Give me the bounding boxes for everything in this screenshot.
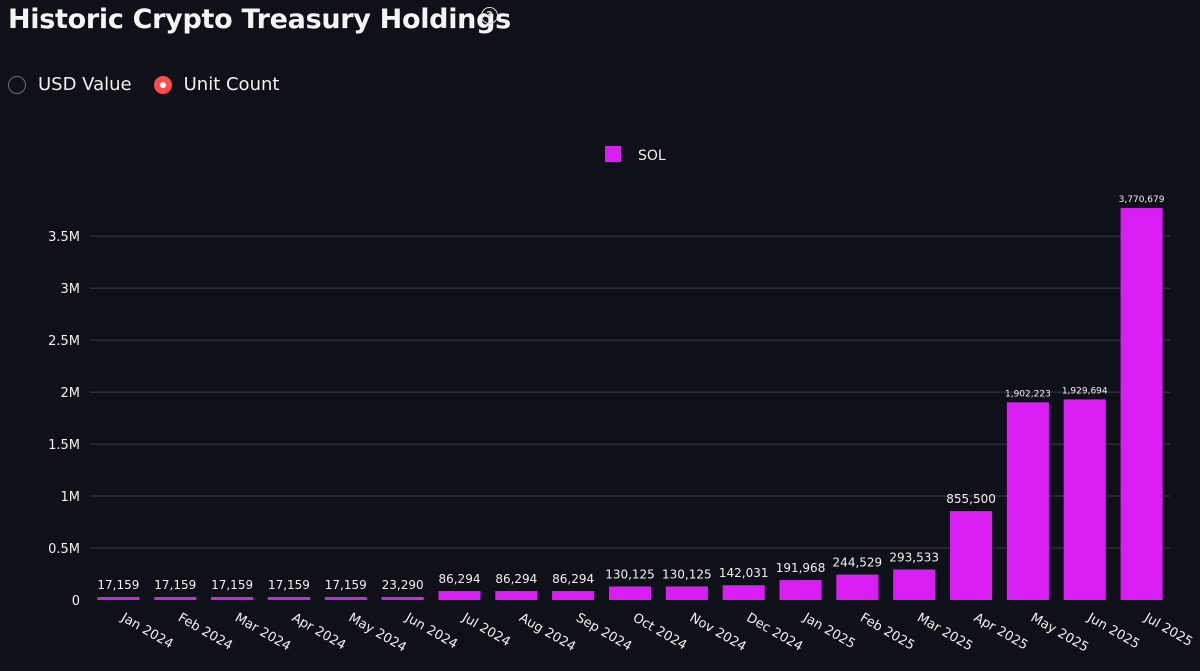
data-label: 17,159 (154, 578, 196, 592)
y-tick-label: 3.5M (48, 230, 80, 245)
bar-jul-2024 (438, 591, 481, 600)
data-label: 17,159 (325, 578, 367, 592)
bar-aug-2024 (495, 591, 538, 600)
data-label: 23,290 (382, 578, 424, 592)
page-title: Historic Crypto Treasury Holdings (8, 4, 511, 35)
x-tick-label: Jul 2024 (459, 610, 513, 650)
bar-jun-2024 (381, 597, 424, 600)
bar-nov-2024 (665, 586, 708, 600)
x-tick-label: Sep 2024 (573, 610, 634, 654)
bar-jan-2024 (97, 597, 140, 600)
x-tick-label: Jan 2025 (800, 610, 858, 652)
radio-label-unit-count: Unit Count (183, 74, 280, 95)
bar-jun-2025 (1063, 399, 1106, 600)
y-tick-label: 2M (61, 386, 81, 401)
data-label: 1,929,694 (1062, 386, 1108, 396)
data-label: 244,529 (833, 556, 883, 570)
x-tick-label: Jan 2024 (118, 610, 176, 652)
data-label: 130,125 (605, 567, 655, 581)
y-tick-label: 0.5M (48, 542, 80, 557)
x-tick-label: Feb 2024 (175, 610, 235, 653)
bar-sep-2024 (552, 591, 595, 600)
question-circle-icon[interactable]: ? (481, 7, 498, 24)
x-tick-label: Nov 2024 (687, 610, 749, 654)
data-label: 17,159 (97, 578, 139, 592)
bar-feb-2024 (154, 597, 197, 600)
x-tick-label: Mar 2025 (914, 610, 975, 654)
data-label: 3,770,679 (1119, 195, 1165, 205)
data-label: 191,968 (776, 561, 826, 575)
bar-jul-2025 (1120, 208, 1163, 600)
radio-button-usd-value[interactable] (8, 75, 26, 94)
bar-apr-2024 (267, 597, 310, 600)
radio-unit-count[interactable]: Unit Count (153, 74, 280, 95)
bar-feb-2025 (836, 574, 879, 600)
data-label: 130,125 (662, 567, 712, 581)
x-tick-label: Apr 2024 (289, 610, 348, 653)
bar-may-2024 (324, 597, 367, 600)
x-tick-label: May 2024 (346, 610, 409, 655)
data-label: 293,533 (889, 550, 939, 564)
radio-usd-value[interactable]: USD Value (8, 74, 132, 95)
bar-mar-2024 (211, 597, 254, 600)
x-tick-label: Dec 2024 (744, 610, 806, 654)
data-label: 855,500 (946, 492, 996, 506)
bar-jan-2025 (779, 580, 822, 600)
data-label: 17,159 (268, 578, 310, 592)
bar-mar-2025 (893, 569, 936, 600)
y-tick-label: 2.5M (48, 334, 80, 349)
x-tick-label: Feb 2025 (857, 610, 917, 653)
data-label: 86,294 (438, 572, 480, 586)
bar-may-2025 (1006, 402, 1049, 600)
data-label: 86,294 (552, 572, 594, 586)
x-tick-label: May 2025 (1028, 610, 1091, 655)
x-tick-label: Jul 2025 (1141, 610, 1195, 650)
data-label: 1,902,223 (1005, 389, 1051, 399)
data-label: 17,159 (211, 578, 253, 592)
legend-label-sol: SOL (638, 148, 666, 164)
bar-oct-2024 (608, 586, 652, 600)
x-tick-label: Aug 2024 (516, 610, 578, 654)
radio-label-usd-value: USD Value (38, 74, 132, 95)
x-tick-label: Apr 2025 (971, 610, 1030, 653)
y-tick-label: 1M (61, 490, 81, 505)
legend-swatch-sol (605, 146, 621, 162)
bar-apr-2025 (950, 511, 993, 600)
x-tick-label: Oct 2024 (630, 610, 689, 653)
data-label: 86,294 (495, 572, 537, 586)
data-label: 142,031 (719, 566, 769, 580)
x-tick-label: Mar 2024 (232, 610, 293, 654)
view-toggle: USD Value Unit Count (8, 74, 279, 95)
bar-dec-2024 (722, 585, 765, 600)
y-tick-label: 0 (72, 594, 80, 609)
radio-button-unit-count[interactable] (153, 75, 172, 94)
y-tick-label: 3M (61, 282, 81, 297)
y-tick-label: 1.5M (48, 438, 80, 453)
x-tick-label: Jun 2025 (1084, 610, 1142, 652)
x-tick-label: Jun 2024 (402, 610, 460, 652)
